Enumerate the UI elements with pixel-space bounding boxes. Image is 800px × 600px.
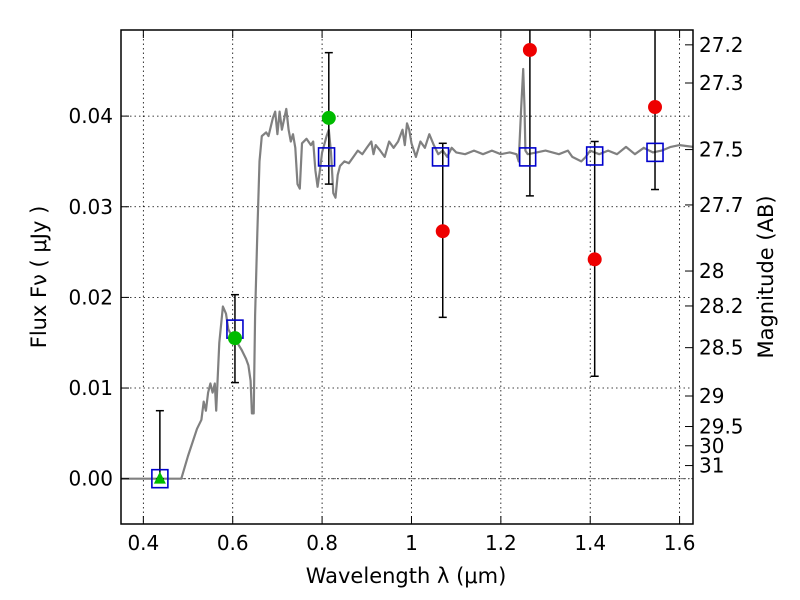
- model-spectrum-line: [121, 67, 694, 480]
- y2-tick-label: 29.5: [699, 415, 744, 439]
- model-band-square: [431, 147, 450, 167]
- y2-tick-label: 28: [699, 259, 724, 283]
- model-band-square: [317, 147, 336, 167]
- grid: [121, 30, 693, 524]
- upper-limit-triangle: [153, 471, 166, 484]
- low-sn-point: [522, 42, 537, 57]
- y-axis-label: Flux Fν ( μJy ): [27, 206, 51, 349]
- y2-tick-label: 28.5: [699, 336, 744, 360]
- plot-layer: [121, 30, 694, 489]
- y-tick-label: 0.03: [68, 195, 113, 219]
- y-tick-label: 0.00: [68, 467, 113, 491]
- y-tick-label: 0.01: [68, 376, 113, 400]
- x-tick-label: 1.6: [664, 531, 696, 555]
- x-tick-label: 1: [405, 531, 418, 555]
- y2-tick-label: 27.5: [699, 138, 744, 162]
- plot-frame: [120, 29, 694, 525]
- y2-tick-label: 27.3: [699, 71, 744, 95]
- y2-axis-label: Magnitude (AB): [754, 195, 778, 358]
- y2-tick-label: 30: [699, 434, 724, 458]
- y-tick-label: 0.02: [68, 285, 113, 309]
- plot-area-background: [121, 30, 693, 524]
- x-tick-label: 0.8: [306, 531, 338, 555]
- y-tick-label: 0.04: [68, 104, 113, 128]
- low-sn-point: [587, 252, 602, 267]
- labels-layer: 0.4 0.6 0.8 1 1.2 1.4 1.6 0.00 0.01 0.02 0.03 0.04 2…: [68, 33, 743, 555]
- model-band-square: [518, 147, 537, 167]
- detection-point: [321, 110, 336, 125]
- x-tick-label: 0.4: [127, 531, 159, 555]
- y2-tick-label: 29: [699, 384, 724, 408]
- low-sn-point: [648, 100, 663, 115]
- x-tick-label: 0.6: [217, 531, 249, 555]
- x-tick-label: 1.2: [485, 531, 517, 555]
- model-band-square: [646, 142, 664, 163]
- y2-tick-label: 28.2: [699, 294, 744, 318]
- y2-tick-label: 27.2: [699, 33, 744, 57]
- x-tick-label: 1.4: [574, 531, 606, 555]
- low-sn-point: [435, 224, 450, 239]
- y2-tick-label: 31: [699, 454, 724, 478]
- model-band-square: [151, 468, 169, 489]
- y2-tick-label: 27.7: [699, 193, 744, 217]
- model-band-square: [585, 146, 604, 166]
- detection-point: [227, 331, 242, 346]
- ticks-layer: [121, 30, 693, 524]
- x-axis-label: Wavelength λ (μm): [306, 564, 507, 588]
